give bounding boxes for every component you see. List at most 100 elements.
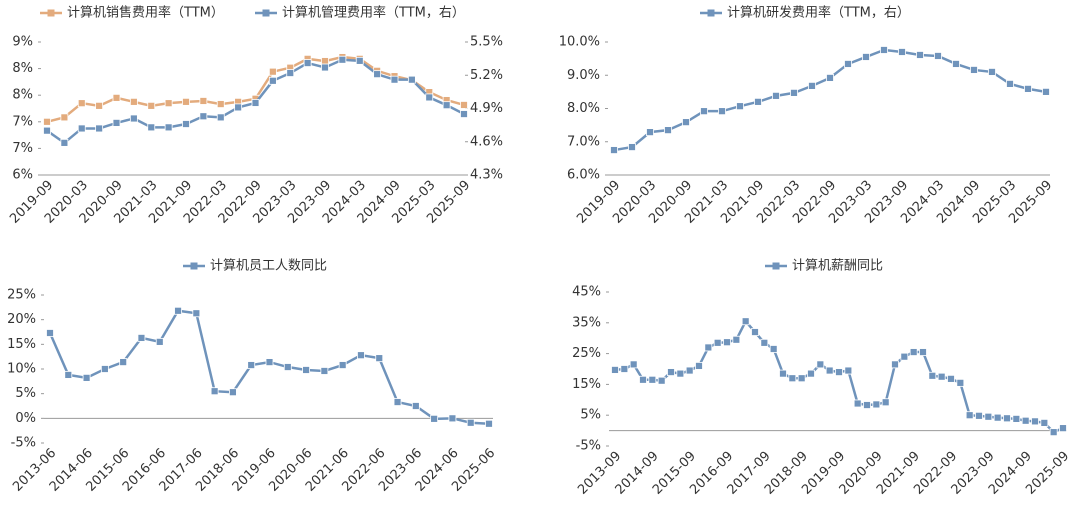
point-marker <box>425 93 434 102</box>
point-marker <box>900 352 909 361</box>
legend-label: 计算机员工人数同比 <box>210 259 327 274</box>
point-marker <box>182 120 190 128</box>
point-marker <box>835 368 843 376</box>
point-marker <box>723 338 731 347</box>
point-marker <box>611 366 619 374</box>
point-marker <box>286 69 295 77</box>
point-marker <box>251 99 260 107</box>
legend-swatch <box>707 9 715 17</box>
point-marker <box>891 360 899 369</box>
y-tick-label: 10% <box>7 362 36 377</box>
point-marker <box>199 112 208 121</box>
y-tick-label: -5% <box>576 439 601 454</box>
point-marker <box>736 102 744 111</box>
y-tick-label: 35% <box>572 315 601 330</box>
point-marker <box>338 361 347 369</box>
point-marker <box>43 126 51 135</box>
point-marker <box>993 413 1002 422</box>
point-marker <box>283 363 292 371</box>
point-marker <box>182 97 190 106</box>
point-marker <box>303 59 312 67</box>
point-marker <box>657 376 666 385</box>
point-marker <box>460 110 468 118</box>
series-line <box>48 309 490 426</box>
point-marker <box>1040 418 1049 427</box>
point-marker <box>760 338 769 347</box>
point-marker <box>321 57 329 65</box>
point-marker <box>1059 424 1067 433</box>
series-line <box>613 48 1047 152</box>
point-marker <box>797 374 806 383</box>
point-marker <box>1024 84 1032 93</box>
y-tick-label: 15% <box>572 377 601 392</box>
point-marker <box>916 51 924 59</box>
point-marker <box>375 354 384 363</box>
legend-label: 计算机管理费用率（TTM，右） <box>282 5 465 21</box>
point-marker <box>357 351 365 360</box>
point-marker <box>648 375 657 384</box>
y-tick-label: 6.0% <box>567 168 600 183</box>
point-marker <box>393 398 402 406</box>
point-marker <box>700 107 708 116</box>
point-marker <box>610 146 618 154</box>
point-marker <box>1042 87 1050 96</box>
point-marker <box>1003 414 1011 423</box>
y-tick-label: 8% <box>12 61 33 76</box>
point-marker <box>411 402 420 410</box>
point-marker <box>779 369 787 378</box>
point-marker <box>881 398 890 407</box>
point-marker <box>60 113 69 122</box>
point-marker <box>460 101 468 109</box>
point-marker <box>937 372 946 381</box>
y-tick-label: 8.0% <box>567 101 600 116</box>
point-marker <box>919 348 927 356</box>
point-marker <box>129 114 138 123</box>
point-marker <box>956 378 965 387</box>
point-marker <box>965 411 974 420</box>
point-marker <box>718 107 726 116</box>
point-marker <box>338 55 347 64</box>
point-marker <box>1031 417 1039 426</box>
point-marker <box>100 365 109 373</box>
point-marker <box>988 68 996 76</box>
point-marker <box>485 419 493 428</box>
y-tick-label: 10.0% <box>559 35 600 50</box>
point-marker <box>844 60 852 68</box>
y2-tick-label: 5.2% <box>470 68 503 83</box>
legend-label: 计算机销售费用率（TTM） <box>67 5 224 21</box>
point-marker <box>807 369 815 378</box>
point-marker <box>129 97 138 106</box>
point-marker <box>667 368 675 376</box>
point-marker <box>448 414 457 423</box>
point-marker <box>947 374 955 383</box>
y-tick-label: 7.0% <box>567 134 600 149</box>
point-marker <box>620 365 629 373</box>
point-marker <box>216 100 225 108</box>
point-marker <box>676 369 685 378</box>
y-tick-label: 7% <box>12 141 33 156</box>
point-marker <box>825 366 834 375</box>
legend-label: 计算机研发费用率（TTM，右） <box>727 5 910 21</box>
legend-swatch <box>47 9 55 17</box>
point-marker <box>751 328 759 336</box>
point-marker <box>863 401 871 409</box>
point-marker <box>268 67 277 76</box>
y-tick-label: 20% <box>7 312 36 327</box>
legend-swatch <box>262 9 270 17</box>
point-marker <box>788 374 797 383</box>
point-marker <box>790 88 798 97</box>
y2-tick-label: 4.9% <box>470 101 503 116</box>
point-marker <box>826 74 834 82</box>
y-tick-label: 8% <box>12 88 33 103</box>
point-marker <box>147 101 156 110</box>
point-marker <box>174 306 182 315</box>
y-tick-label: 7% <box>12 114 33 129</box>
point-marker <box>64 371 73 379</box>
point-marker <box>646 128 654 137</box>
point-marker <box>1049 428 1058 437</box>
point-marker <box>95 101 104 110</box>
point-marker <box>466 418 475 427</box>
legend-swatch <box>772 262 780 270</box>
point-marker <box>682 118 690 127</box>
y-tick-label: -5% <box>11 436 36 451</box>
